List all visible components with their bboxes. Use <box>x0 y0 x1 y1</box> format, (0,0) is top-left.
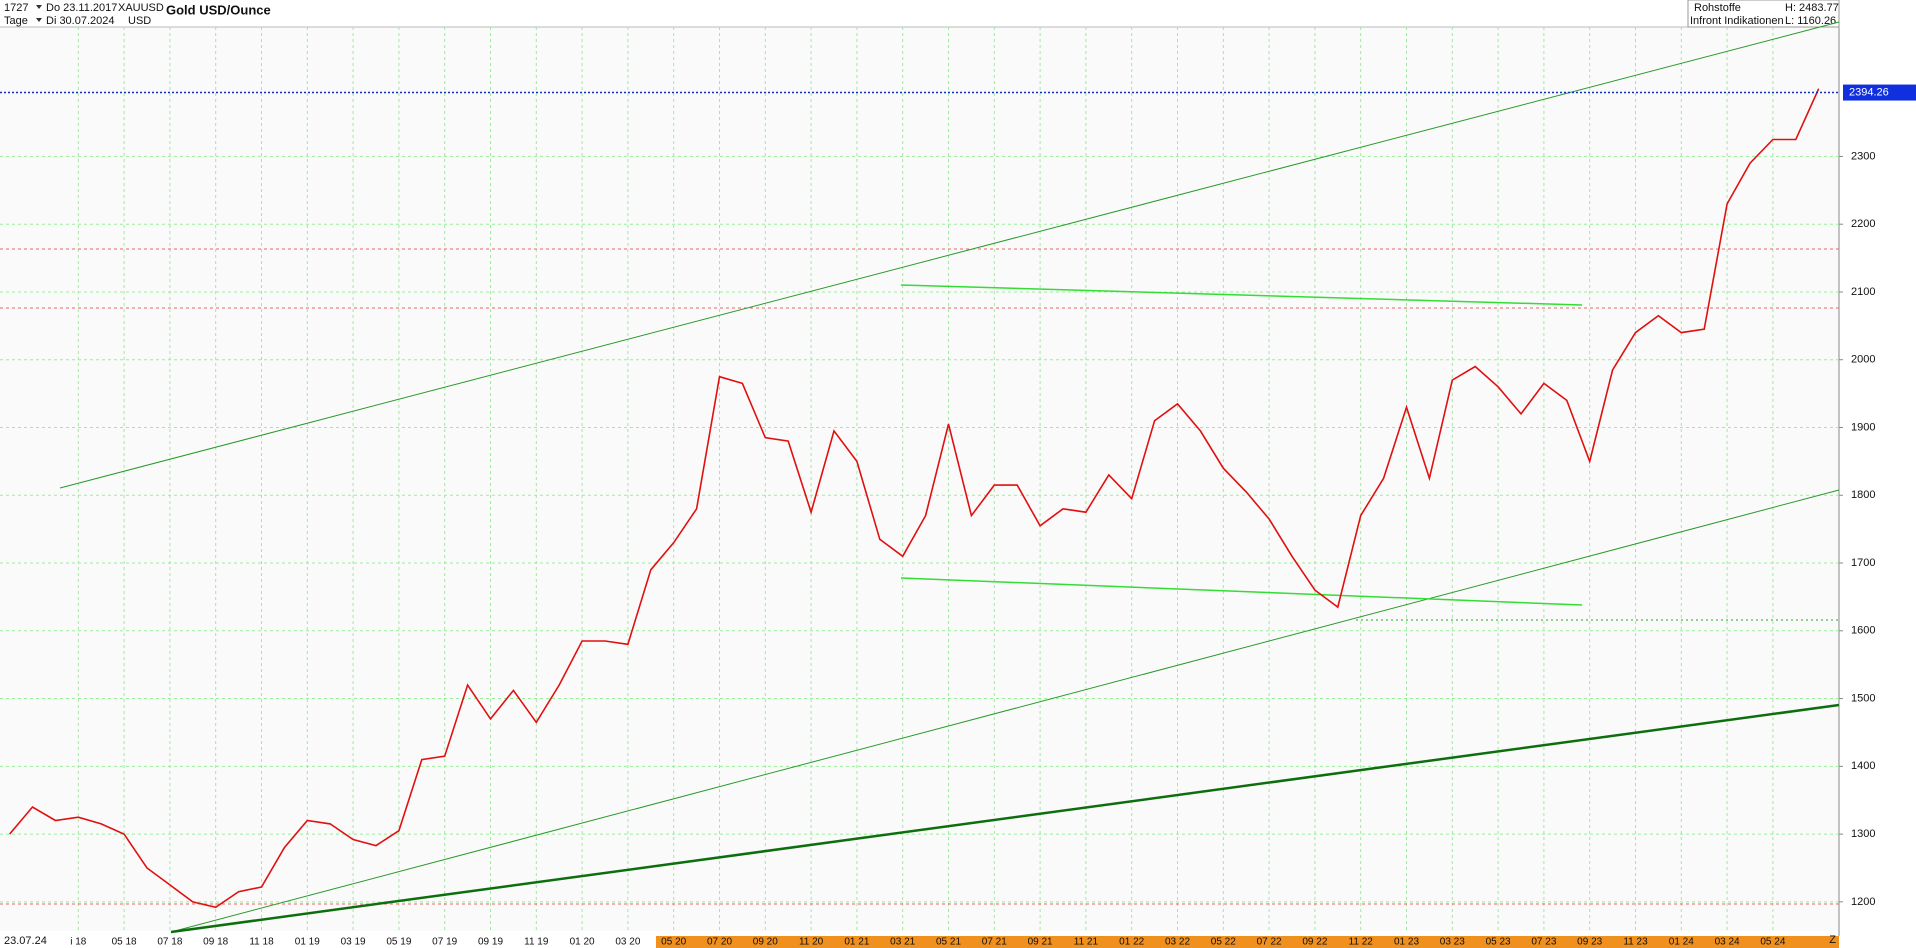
x-tick-label: 01 21 <box>844 937 869 948</box>
end-marker: Z <box>1829 934 1836 946</box>
x-tick-label: 01 19 <box>295 937 320 948</box>
y-tick-label: 2100 <box>1851 286 1875 298</box>
y-tick-label: 1200 <box>1851 896 1875 908</box>
y-tick-label: 2200 <box>1851 218 1875 230</box>
x-tick-label: 09 20 <box>753 937 778 948</box>
x-tick-label: 03 20 <box>615 937 640 948</box>
x-tick-label: i 18 <box>70 937 87 948</box>
x-tick-label: 09 23 <box>1577 937 1602 948</box>
y-tick-label: 1500 <box>1851 692 1875 704</box>
y-tick-label: 2300 <box>1851 150 1875 162</box>
high: H: 2483.77 <box>1785 2 1839 14</box>
trend-line <box>59 21 1840 489</box>
to-date: Di 30.07.2024 <box>46 15 115 27</box>
symbol: XAUUSD <box>118 2 164 14</box>
x-tick-label: 11 22 <box>1349 937 1374 948</box>
x-tick-label: 07 19 <box>432 937 457 948</box>
grid <box>0 27 1839 931</box>
y-tick-label: 1400 <box>1851 760 1875 772</box>
dropdown[interactable] <box>36 18 42 22</box>
x-tick-label: 11 18 <box>249 937 274 948</box>
x-tick-label: 11 19 <box>524 937 549 948</box>
y-tick-label: 1900 <box>1851 421 1875 433</box>
x-tick-label: 01 24 <box>1669 937 1694 948</box>
x-tick-label: 05 24 <box>1760 937 1785 948</box>
x-tick-label: 11 21 <box>1074 937 1099 948</box>
x-tick-label: 05 18 <box>112 937 137 948</box>
trend-line <box>900 284 1583 306</box>
x-tick-label: 05 23 <box>1486 937 1511 948</box>
trend-line <box>900 577 1583 606</box>
x-tick-label: 07 21 <box>982 937 1007 948</box>
x-tick-label: 05 22 <box>1211 937 1236 948</box>
bars: 1727 <box>4 2 28 14</box>
x-tick-label: 05 20 <box>661 937 686 948</box>
range-bar <box>656 936 1839 948</box>
x-tick-label: 05 21 <box>936 937 961 948</box>
category: Rohstoffe <box>1694 2 1741 14</box>
chart-title: Gold USD/Ounce <box>166 2 271 17</box>
x-tick-label: 07 22 <box>1257 937 1282 948</box>
plot-area <box>0 27 1839 931</box>
trend-line <box>170 703 1840 934</box>
last-price-label: 2394.26 <box>1849 86 1889 98</box>
x-tick-label: 11 20 <box>799 937 824 948</box>
low: L: 1160.26 <box>1785 15 1836 27</box>
last-price-box <box>1843 84 1916 101</box>
x-tick-label: 09 18 <box>203 937 228 948</box>
x-tick-label: 03 24 <box>1715 937 1740 948</box>
y-tick-label: 1300 <box>1851 828 1875 840</box>
x-tick-label: 05 19 <box>386 937 411 948</box>
x-tick-label: 01 22 <box>1119 937 1144 948</box>
x-tick-label: 09 22 <box>1302 937 1327 948</box>
x-tick-label: 07 20 <box>707 937 732 948</box>
x-tick-label: 07 23 <box>1531 937 1556 948</box>
x-tick-label: 03 22 <box>1165 937 1190 948</box>
info-box <box>1687 0 1840 28</box>
y-tick-label: 1600 <box>1851 625 1875 637</box>
x-tick-label: 11 23 <box>1623 937 1648 948</box>
source: Infront Indikationen <box>1690 15 1784 27</box>
x-tick-label: 01 23 <box>1394 937 1419 948</box>
currency: USD <box>128 15 151 27</box>
interval: Tage <box>4 15 28 27</box>
x-tick-label: 03 19 <box>341 937 366 948</box>
drawings <box>0 21 1840 934</box>
y-tick-label: 1700 <box>1851 557 1875 569</box>
x-tick-label: 07 18 <box>157 937 182 948</box>
y-tick-label: 1800 <box>1851 489 1875 501</box>
x-tick-label: 03 23 <box>1440 937 1465 948</box>
marks <box>8 88 1820 909</box>
y-tick-label: 2000 <box>1851 354 1875 366</box>
x-tick-label: 09 21 <box>1028 937 1053 948</box>
cursor-date: 23.07.24 <box>4 935 47 947</box>
x-tick-label: 09 19 <box>478 937 503 948</box>
dropdown[interactable] <box>36 5 42 9</box>
trend-line <box>170 489 1840 933</box>
x-tick-label: 03 21 <box>890 937 915 948</box>
price-line <box>8 88 1820 909</box>
x-tick-label: 01 20 <box>570 937 595 948</box>
from-date: Do 23.11.2017 <box>46 2 117 14</box>
